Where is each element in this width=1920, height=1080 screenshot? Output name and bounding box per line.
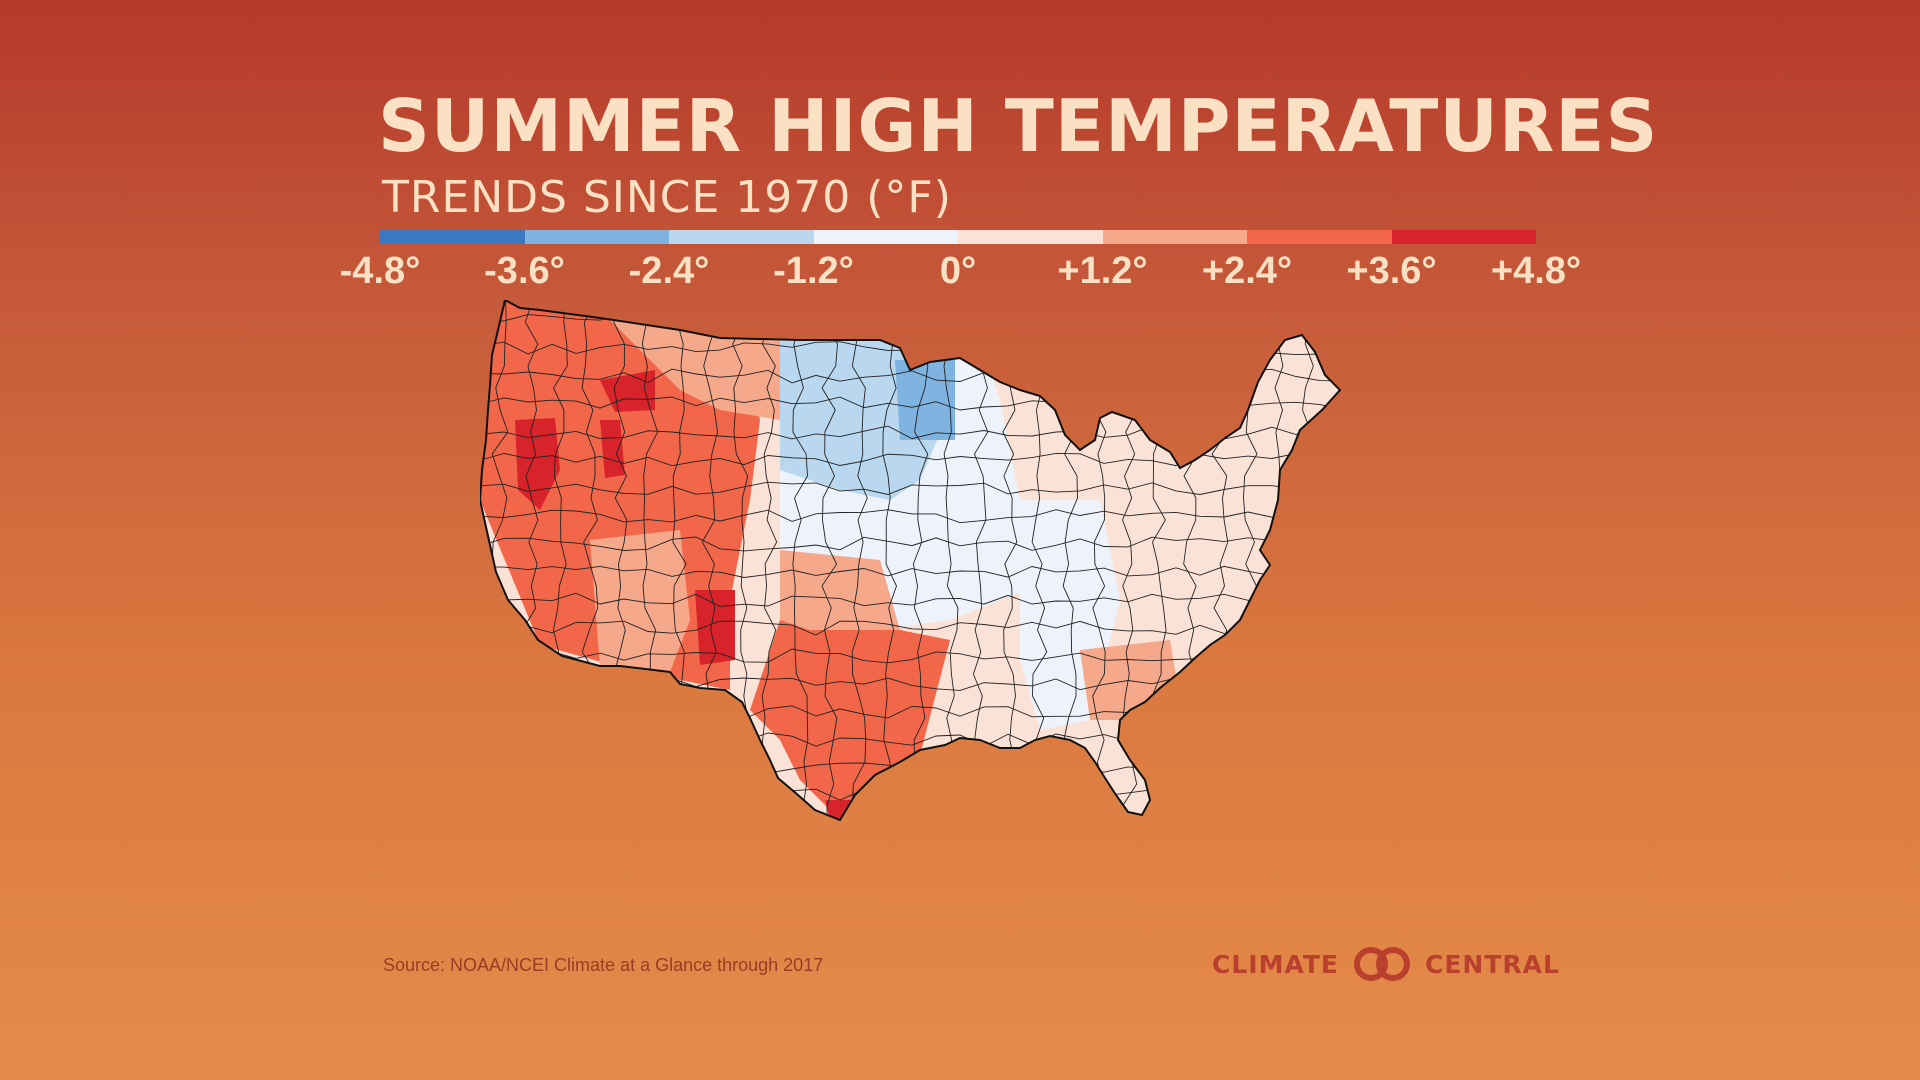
brand-left-text: CLIMATE — [1212, 949, 1339, 979]
division-boundary — [1422, 300, 1438, 938]
division-boundary — [581, 300, 599, 820]
us-temperature-trend-map — [480, 300, 1440, 938]
division-boundary — [821, 300, 838, 820]
division-boundary — [851, 300, 869, 820]
division-boundary — [480, 760, 1340, 775]
division-boundary — [732, 300, 749, 820]
division-boundary — [1362, 300, 1377, 938]
legend-label: +1.2° — [1057, 250, 1148, 292]
division-boundary — [480, 424, 1340, 440]
legend-segment — [669, 230, 814, 244]
division-boundary — [671, 300, 688, 820]
legend-segment — [813, 230, 958, 244]
legend-label: -3.6° — [484, 250, 565, 292]
division-boundary — [943, 300, 959, 820]
infinity-rings-icon — [1354, 947, 1410, 981]
division-boundary — [791, 300, 809, 820]
region-utah-hotspot — [600, 420, 625, 478]
division-boundary — [480, 816, 1340, 820]
region-nevada-hotspot — [515, 418, 560, 510]
region-texas — [750, 620, 950, 820]
division-boundary — [480, 368, 1340, 384]
legend-segment — [1247, 230, 1392, 244]
legend-segment — [958, 230, 1103, 244]
legend-label: +2.4° — [1201, 250, 1293, 292]
division-boundary — [611, 300, 628, 820]
legend-segment — [1102, 230, 1247, 244]
legend-color-bar — [380, 230, 1536, 244]
climate-central-logo: CLIMATE CENTRAL — [1212, 942, 1560, 986]
division-boundary — [1001, 300, 1019, 820]
division-boundary — [882, 300, 897, 820]
legend-label: 0° — [939, 250, 977, 292]
page-subtitle: TRENDS SINCE 1970 (°F) — [382, 172, 952, 223]
division-boundary — [701, 300, 718, 820]
division-boundary — [480, 845, 1440, 858]
legend-segment — [1391, 230, 1536, 244]
source-note: Source: NOAA/NCEI Climate at a Glance th… — [383, 955, 824, 975]
division-boundary — [480, 788, 1340, 804]
division-boundary — [1392, 300, 1408, 938]
legend-label: -2.4° — [628, 250, 710, 292]
region-west — [480, 300, 760, 690]
legend-segment — [524, 230, 669, 244]
region-idaho-hotspot — [600, 370, 655, 412]
legend-label: -4.8° — [339, 250, 421, 292]
division-boundary — [971, 300, 989, 820]
division-boundary — [551, 300, 568, 820]
legend-label: +3.6° — [1346, 250, 1437, 292]
page-title: SUMMER HIGH TEMPERATURES — [378, 84, 1659, 168]
division-boundary — [912, 300, 929, 820]
legend-label: -1.2° — [773, 250, 854, 292]
division-boundary — [480, 396, 1340, 411]
division-boundary — [521, 300, 539, 820]
legend-labels: -4.8° -3.6° -2.4° -1.2° 0° +1.2° +2.4° +3.6° +4.… — [340, 250, 1581, 300]
legend-segment — [380, 230, 525, 244]
division-boundary — [761, 300, 779, 820]
region-newmexico-hotspot — [695, 590, 735, 665]
division-boundary — [480, 481, 1340, 495]
legend-label: +4.8° — [1490, 250, 1582, 292]
brand-right-text: CENTRAL — [1425, 949, 1560, 979]
region-southwest — [590, 530, 690, 672]
division-boundary — [641, 300, 659, 820]
division-boundary — [480, 732, 1340, 748]
